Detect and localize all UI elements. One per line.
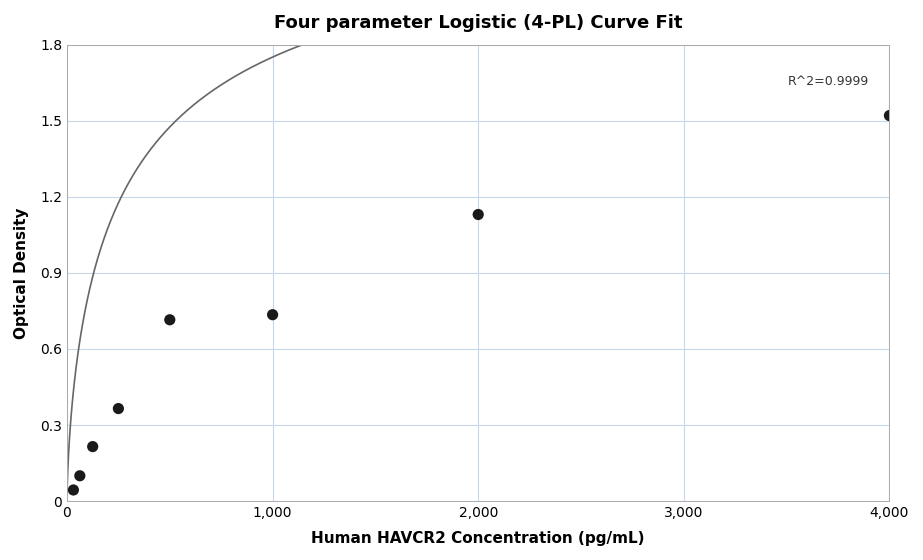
Y-axis label: Optical Density: Optical Density — [14, 207, 29, 339]
Point — [265, 310, 280, 319]
Point — [66, 486, 81, 494]
Point — [162, 315, 177, 324]
X-axis label: Human HAVCR2 Concentration (pg/mL): Human HAVCR2 Concentration (pg/mL) — [311, 531, 645, 546]
Point — [471, 210, 485, 219]
Title: Four parameter Logistic (4-PL) Curve Fit: Four parameter Logistic (4-PL) Curve Fit — [274, 14, 682, 32]
Text: R^2=0.9999: R^2=0.9999 — [787, 74, 869, 88]
Point — [882, 111, 897, 120]
Point — [111, 404, 126, 413]
Point — [85, 442, 100, 451]
Point — [72, 472, 87, 480]
